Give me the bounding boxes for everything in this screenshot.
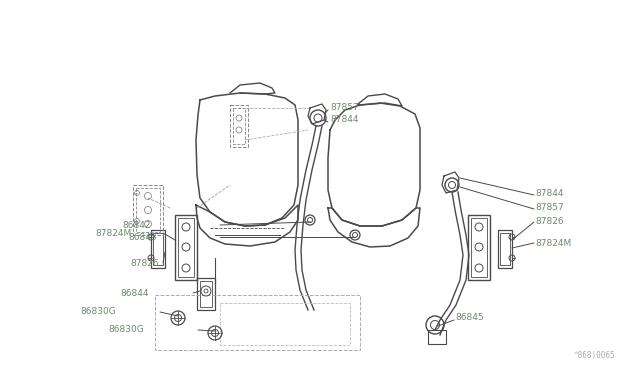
Bar [468, 215, 490, 280]
Bar [498, 230, 512, 268]
Text: 86830G: 86830G [108, 326, 144, 334]
Bar [136, 188, 160, 232]
Bar [200, 281, 212, 307]
Text: 86844: 86844 [120, 289, 148, 298]
Text: 87824M: 87824M [95, 228, 131, 237]
Text: 86843: 86843 [128, 232, 157, 241]
Bar [233, 108, 245, 144]
Bar [230, 105, 248, 147]
Text: 86830G: 86830G [80, 308, 116, 317]
Text: 87824M: 87824M [535, 238, 572, 247]
Bar [500, 233, 510, 265]
Bar [175, 215, 197, 280]
Text: 86845: 86845 [455, 314, 484, 323]
Text: 86842: 86842 [122, 221, 150, 230]
Bar [471, 218, 487, 277]
Text: 87857: 87857 [535, 202, 564, 212]
Text: 87844: 87844 [535, 189, 563, 198]
Text: 87844: 87844 [330, 115, 358, 125]
Bar [428, 330, 446, 344]
Bar [220, 303, 350, 345]
Bar [155, 295, 360, 350]
Bar [197, 278, 215, 310]
Text: 87826: 87826 [130, 259, 159, 267]
Text: 87826: 87826 [535, 218, 564, 227]
Bar [151, 230, 165, 268]
Bar [133, 185, 163, 235]
Bar [153, 233, 163, 265]
Text: 87857: 87857 [330, 103, 359, 112]
Bar [178, 218, 194, 277]
Text: ^868)0065: ^868)0065 [573, 351, 615, 360]
